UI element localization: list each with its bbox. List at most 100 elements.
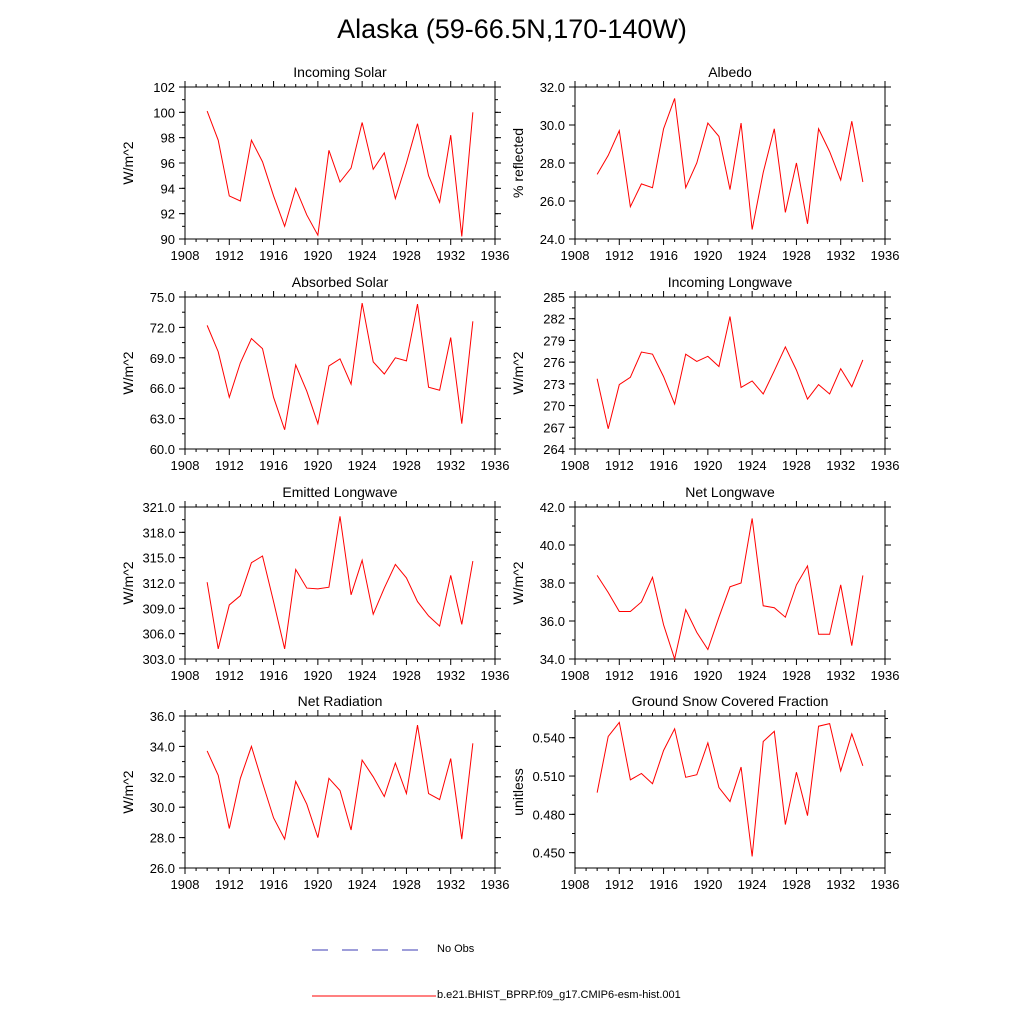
emitted-longwave-y-tick-label: 318.0 [142,525,175,540]
incoming-longwave-x-tick-label: 1936 [871,458,900,473]
incoming-longwave-y-tick-label: 276 [543,355,565,370]
albedo-panel-title: Albedo [708,64,752,80]
absorbed-solar-y-axis-label: W/m^2 [120,351,136,394]
emitted-longwave-x-tick-label: 1936 [481,668,510,683]
absorbed-solar-x-tick-label: 1936 [481,458,510,473]
ground-snow-covered-fraction-x-tick-label: 1916 [649,877,678,892]
absorbed-solar-series-line-0 [206,302,474,430]
incoming-longwave-x-tick-label: 1912 [605,458,634,473]
panel-ground-snow-covered-fraction: Ground Snow Covered Fraction unitless 1908… [510,693,899,892]
absorbed-solar-plot-frame [184,296,496,450]
absorbed-solar-y-tick-label: 72.0 [150,320,175,335]
absorbed-solar-y-tick-label: 63.0 [150,412,175,427]
emitted-longwave-y-tick-label: 312.0 [142,576,175,591]
emitted-longwave-x-tick-label: 1916 [259,668,288,683]
incoming-longwave-y-tick-label: 270 [543,399,565,414]
incoming-solar-y-tick-label: 94 [161,181,175,196]
absorbed-solar-x-tick-label: 1924 [348,458,377,473]
incoming-solar-y-tick-label: 90 [161,232,175,247]
net-radiation-x-tick-label: 1912 [215,877,244,892]
albedo-y-tick-label: 32.0 [540,80,565,95]
ground-snow-covered-fraction-x-tick-label: 1912 [605,877,634,892]
albedo-series-line-0 [596,98,864,230]
net-radiation-x-tick-label: 1920 [303,877,332,892]
figure-title: Alaska (59-66.5N,170-140W) [337,14,687,44]
ground-snow-covered-fraction-y-tick-label: 0.510 [532,769,565,784]
albedo-x-tick-label: 1920 [693,248,722,263]
net-longwave-y-tick-label: 34.0 [540,652,565,667]
emitted-longwave-y-tick-label: 306.0 [142,627,175,642]
net-radiation-x-tick-label: 1932 [436,877,465,892]
emitted-longwave-x-tick-label: 1912 [215,668,244,683]
albedo-x-tick-label: 1908 [561,248,590,263]
incoming-solar-x-tick-label: 1920 [303,248,332,263]
ground-snow-covered-fraction-x-tick-label: 1920 [693,877,722,892]
ground-snow-covered-fraction-x-tick-label: 1928 [782,877,811,892]
incoming-longwave-y-tick-label: 264 [543,442,565,457]
absorbed-solar-y-tick-label: 69.0 [150,351,175,366]
emitted-longwave-y-tick-label: 321.0 [142,500,175,515]
ground-snow-covered-fraction-x-tick-label: 1908 [561,877,590,892]
incoming-solar-plot-frame [184,86,496,240]
net-longwave-y-tick-label: 42.0 [540,500,565,515]
incoming-solar-x-tick-label: 1932 [436,248,465,263]
panel-emitted-longwave: Emitted Longwave W/m^2 1908 1912 1916 1920 192… [120,484,509,683]
incoming-solar-x-tick-label: 1936 [481,248,510,263]
ground-snow-covered-fraction-series-line-0 [596,721,864,857]
incoming-solar-x-tick-label: 1912 [215,248,244,263]
incoming-solar-panel-title: Incoming Solar [293,64,387,80]
albedo-x-tick-label: 1924 [738,248,767,263]
incoming-longwave-y-axis-label: W/m^2 [510,351,526,394]
incoming-solar-y-tick-label: 100 [153,105,175,120]
net-longwave-x-tick-label: 1932 [826,668,855,683]
emitted-longwave-series-line-0 [206,516,474,649]
panel-net-longwave: Net Longwave W/m^2 1908 1912 1916 1920 1924 192… [510,484,899,683]
net-longwave-x-tick-label: 1928 [782,668,811,683]
net-radiation-y-tick-label: 36.0 [150,709,175,724]
absorbed-solar-x-tick-label: 1912 [215,458,244,473]
net-radiation-series-line-0 [206,725,474,841]
net-radiation-y-axis-label: W/m^2 [120,770,136,813]
legend-label-no-obs: No Obs [437,943,475,955]
incoming-solar-series-line-0 [206,110,474,237]
net-radiation-y-tick-label: 32.0 [150,770,175,785]
ground-snow-covered-fraction-y-axis-label: unitless [510,768,526,815]
net-longwave-series-line-0 [596,518,864,661]
absorbed-solar-x-tick-label: 1916 [259,458,288,473]
net-radiation-y-tick-label: 30.0 [150,800,175,815]
incoming-solar-y-tick-label: 92 [161,207,175,222]
absorbed-solar-x-tick-label: 1908 [171,458,200,473]
incoming-solar-x-tick-label: 1928 [392,248,421,263]
ground-snow-covered-fraction-y-tick-label: 0.450 [532,846,565,861]
albedo-x-tick-label: 1912 [605,248,634,263]
net-longwave-y-tick-label: 38.0 [540,576,565,591]
net-radiation-x-tick-label: 1924 [348,877,377,892]
panel-incoming-solar: Incoming Solar W/m^2 1908 1912 1916 1920 1924 1… [120,64,509,263]
incoming-longwave-x-tick-label: 1932 [826,458,855,473]
net-longwave-y-tick-label: 36.0 [540,614,565,629]
albedo-x-tick-label: 1916 [649,248,678,263]
net-longwave-panel-title: Net Longwave [685,484,775,500]
albedo-x-tick-label: 1928 [782,248,811,263]
incoming-solar-y-tick-label: 98 [161,131,175,146]
net-longwave-plot-frame [574,506,886,660]
net-radiation-y-tick-label: 26.0 [150,861,175,876]
net-radiation-y-tick-label: 34.0 [150,739,175,754]
incoming-solar-y-tick-label: 102 [153,80,175,95]
panel-incoming-longwave: Incoming Longwave W/m^2 1908 1912 1916 1920 19… [510,274,899,473]
albedo-y-tick-label: 30.0 [540,118,565,133]
net-longwave-x-tick-label: 1924 [738,668,767,683]
incoming-solar-x-tick-label: 1908 [171,248,200,263]
absorbed-solar-y-tick-label: 75.0 [150,290,175,305]
net-longwave-x-tick-label: 1908 [561,668,590,683]
panel-albedo: Albedo % reflected 1908 1912 1916 1920 1924 192… [510,64,899,263]
net-radiation-x-tick-label: 1916 [259,877,288,892]
absorbed-solar-y-tick-label: 60.0 [150,442,175,457]
incoming-longwave-y-tick-label: 273 [543,377,565,392]
incoming-longwave-panel-title: Incoming Longwave [668,274,793,290]
net-radiation-x-tick-label: 1936 [481,877,510,892]
incoming-longwave-y-tick-label: 267 [543,420,565,435]
absorbed-solar-x-tick-label: 1932 [436,458,465,473]
incoming-solar-x-tick-label: 1916 [259,248,288,263]
legend-swatch-no-obs [312,949,418,951]
